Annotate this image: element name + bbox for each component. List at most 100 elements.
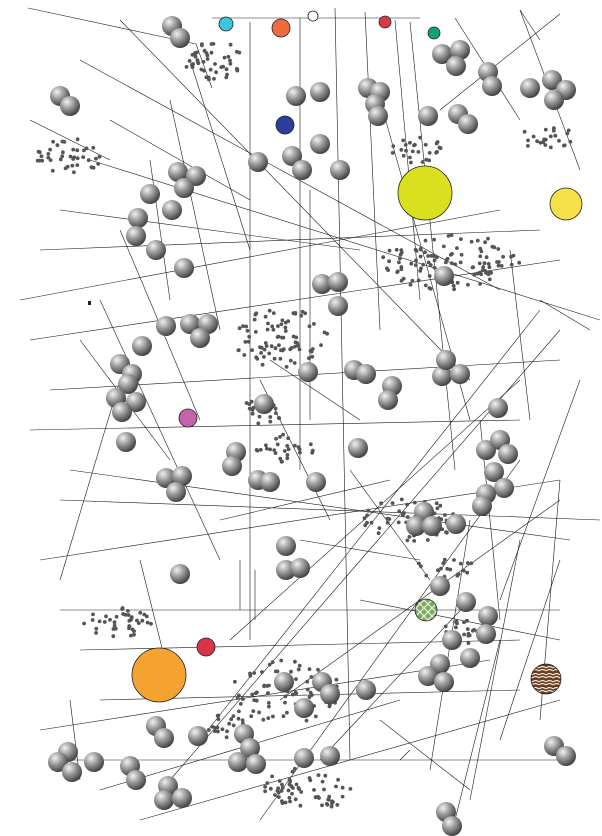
sphere-icon	[126, 226, 146, 246]
stipple-dot	[481, 265, 486, 269]
stipple-dot	[465, 627, 470, 631]
orange-red-circle-icon	[271, 18, 291, 38]
sphere-icon	[48, 752, 68, 772]
stipple-dot	[309, 675, 314, 679]
stipple-dot	[456, 572, 460, 577]
stipple-dot	[248, 674, 253, 678]
sphere-icon	[378, 390, 398, 410]
stipple-dot	[244, 324, 249, 329]
sphere-icon	[418, 106, 438, 126]
stipple-dot	[261, 717, 266, 722]
stipple-dot	[438, 503, 443, 508]
stipple-dot	[542, 137, 546, 142]
stipple-dot	[434, 501, 439, 506]
stipple-dot	[39, 154, 44, 159]
stipple-dot	[437, 145, 442, 150]
stipple-dot	[280, 782, 284, 787]
stipple-dot	[279, 459, 284, 464]
stipple-dot	[266, 716, 271, 720]
stipple-dot	[439, 517, 444, 522]
stipple-dot	[210, 724, 215, 729]
stipple-dot	[241, 697, 245, 701]
stipple-dot	[287, 795, 292, 800]
stipple-dot	[268, 419, 273, 424]
stipple-dot	[478, 270, 483, 275]
stipple-dot	[283, 329, 288, 333]
stipple-dot	[222, 55, 227, 60]
stipple-dot	[40, 158, 44, 163]
stipple-dot	[499, 264, 504, 268]
stipple-dot	[104, 614, 108, 619]
sphere-icon	[542, 70, 562, 90]
stipple-dot	[291, 311, 296, 316]
line-segment	[19, 209, 501, 301]
stipple-dot	[237, 693, 241, 698]
line-segment	[39, 659, 491, 731]
stipple-dot	[424, 157, 429, 162]
line-segment	[439, 13, 561, 111]
sphere-icon	[188, 726, 208, 746]
line-segment	[189, 59, 251, 251]
colored-circle-layer	[131, 10, 583, 703]
stipple-dot	[399, 267, 404, 272]
stipple-dot	[509, 262, 514, 267]
stipple-dot	[323, 773, 328, 778]
stipple-dot	[410, 149, 415, 154]
stipple-dot	[435, 255, 439, 260]
stipple-dot	[387, 517, 392, 521]
stipple-dot	[269, 344, 274, 349]
stipple-dot	[138, 610, 143, 615]
stipple-dot	[270, 324, 275, 329]
sphere-icon	[476, 440, 496, 460]
stipple-dot	[75, 137, 80, 142]
stipple-dot	[48, 158, 53, 163]
stipple-dot	[412, 539, 417, 543]
stipple-dot	[254, 698, 259, 703]
stipple-dot	[427, 274, 432, 278]
stipple-dot	[292, 766, 297, 771]
stipple-dot	[391, 144, 396, 149]
sphere-icon	[84, 752, 104, 772]
stipple-dot	[401, 276, 406, 281]
stipple-dot	[454, 625, 458, 630]
line-segment	[119, 19, 471, 381]
stipple-dot	[212, 76, 216, 81]
lime-circle-icon	[397, 165, 453, 221]
stipple-dot	[228, 61, 233, 66]
stipple-dot	[329, 804, 334, 809]
sphere-icon	[156, 468, 176, 488]
sphere-icon	[228, 752, 248, 772]
stipple-dot	[273, 793, 277, 797]
stipple-dot	[489, 270, 493, 275]
stipple-dot	[231, 714, 236, 718]
stipple-dot	[398, 256, 402, 261]
stipple-dot	[465, 570, 470, 575]
stipple-dot	[471, 265, 475, 270]
stipple-dot	[215, 725, 220, 730]
stipple-dot	[271, 714, 275, 719]
stipple-dot	[397, 260, 401, 265]
stipple-dot	[413, 263, 418, 267]
stipple-dot	[408, 140, 412, 145]
stipple-dot	[235, 49, 239, 54]
stipple-dot	[224, 67, 229, 72]
stipple-dot	[320, 803, 324, 808]
sphere-icon	[446, 514, 466, 534]
line-segment	[109, 119, 251, 201]
stipple-dot	[282, 449, 287, 453]
stipple-dot	[387, 259, 391, 264]
line-segment	[199, 309, 541, 741]
sphere-icon	[172, 466, 192, 486]
stipple-dot	[216, 713, 221, 718]
stipple-dot	[279, 348, 283, 353]
stipple-dot	[209, 50, 214, 55]
stipple-dot	[72, 155, 77, 160]
sphere-icon	[190, 328, 210, 348]
stipple-dot	[541, 140, 546, 145]
stipple-dot	[276, 790, 281, 795]
stipple-dot	[486, 236, 490, 241]
stipple-dot	[213, 62, 217, 66]
stipple-dot	[285, 710, 289, 715]
stipple-dot	[260, 362, 265, 367]
